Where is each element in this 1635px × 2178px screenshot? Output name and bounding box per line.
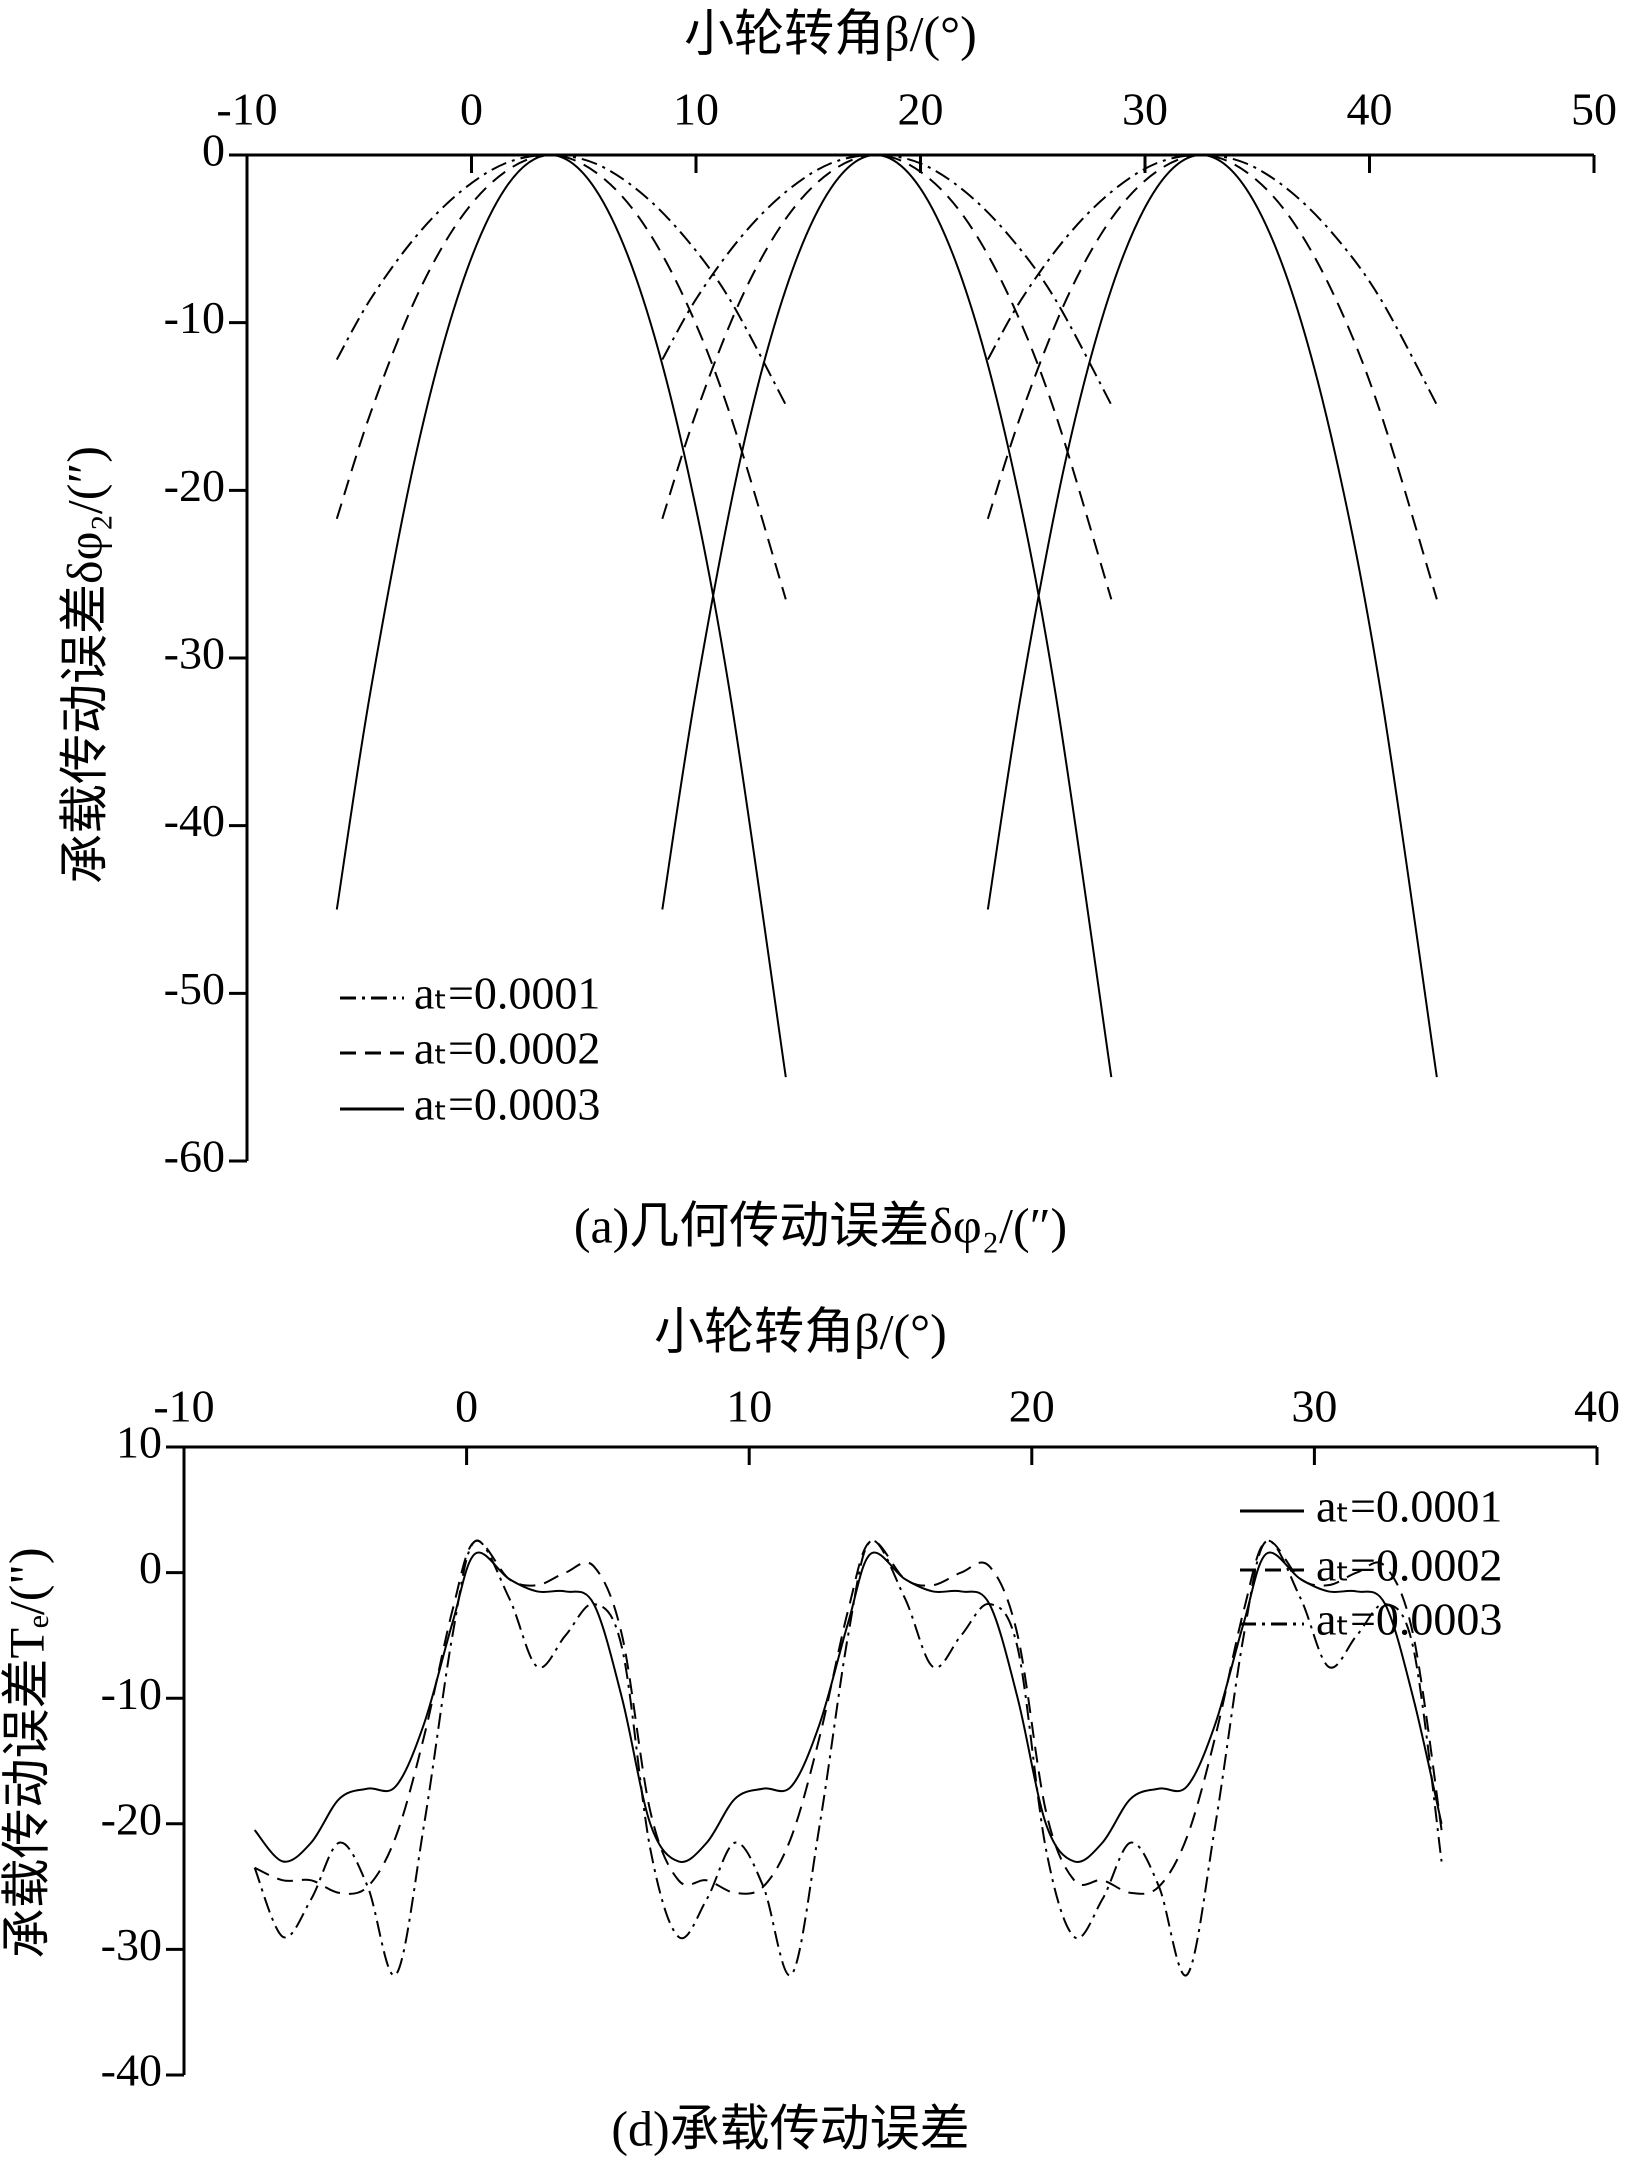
series-line	[335, 153, 1438, 406]
y-tick-label: -60	[164, 1131, 225, 1182]
x-tick-label: 20	[898, 84, 944, 135]
legend-label: aₜ=0.0001	[414, 968, 600, 1019]
x-tick-label: 10	[726, 1381, 772, 1432]
y-tick-label: 10	[116, 1417, 162, 1468]
x-tick-label: 10	[673, 84, 719, 135]
y-axis-title: 承载传动误差Tₑ/(")	[0, 1548, 54, 1959]
legend-label: aₜ=0.0003	[1316, 1594, 1502, 1645]
x-tick-label: 0	[455, 1381, 478, 1432]
y-tick-label: 0	[202, 125, 225, 176]
caption: (d)承载传动误差	[611, 2100, 969, 2156]
legend-label: aₜ=0.0003	[414, 1079, 600, 1130]
x-tick-label: 50	[1571, 84, 1617, 135]
x-axis-title: 小轮转角β/(°)	[654, 1303, 947, 1359]
y-tick-label: -30	[164, 628, 225, 679]
series-line	[254, 1540, 1443, 1895]
y-axis-title: 承载传动误差δφ₂/(″)	[56, 446, 112, 884]
x-tick-label: 40	[1574, 1381, 1620, 1432]
y-tick-label: -10	[101, 1668, 162, 1719]
x-axis-title: 小轮转角β/(°)	[684, 5, 977, 61]
x-tick-label: -10	[216, 84, 277, 135]
legend-label: aₜ=0.0002	[1316, 1540, 1502, 1591]
y-tick-label: -20	[164, 460, 225, 511]
y-tick-label: -40	[101, 2045, 162, 2096]
x-tick-label: 20	[1009, 1381, 1055, 1432]
series-line	[253, 1539, 1443, 1977]
legend-label: aₜ=0.0001	[1316, 1481, 1502, 1532]
y-tick-label: 0	[139, 1542, 162, 1593]
y-tick-label: -40	[164, 795, 225, 846]
series-line	[335, 153, 1438, 1078]
legend-label: aₜ=0.0002	[414, 1023, 600, 1074]
y-tick-label: -50	[164, 963, 225, 1014]
series-line	[335, 153, 1438, 600]
caption: (a)几何传动误差δφ₂/(″)	[574, 1197, 1067, 1253]
series-line	[253, 1551, 1443, 1863]
x-tick-label: 40	[1347, 84, 1393, 135]
x-tick-label: -10	[153, 1381, 214, 1432]
x-tick-label: 30	[1291, 1381, 1337, 1432]
y-tick-label: -20	[101, 1793, 162, 1844]
x-tick-label: 30	[1122, 84, 1168, 135]
y-tick-label: -30	[101, 1919, 162, 1970]
y-tick-label: -10	[164, 292, 225, 343]
x-tick-label: 0	[460, 84, 483, 135]
